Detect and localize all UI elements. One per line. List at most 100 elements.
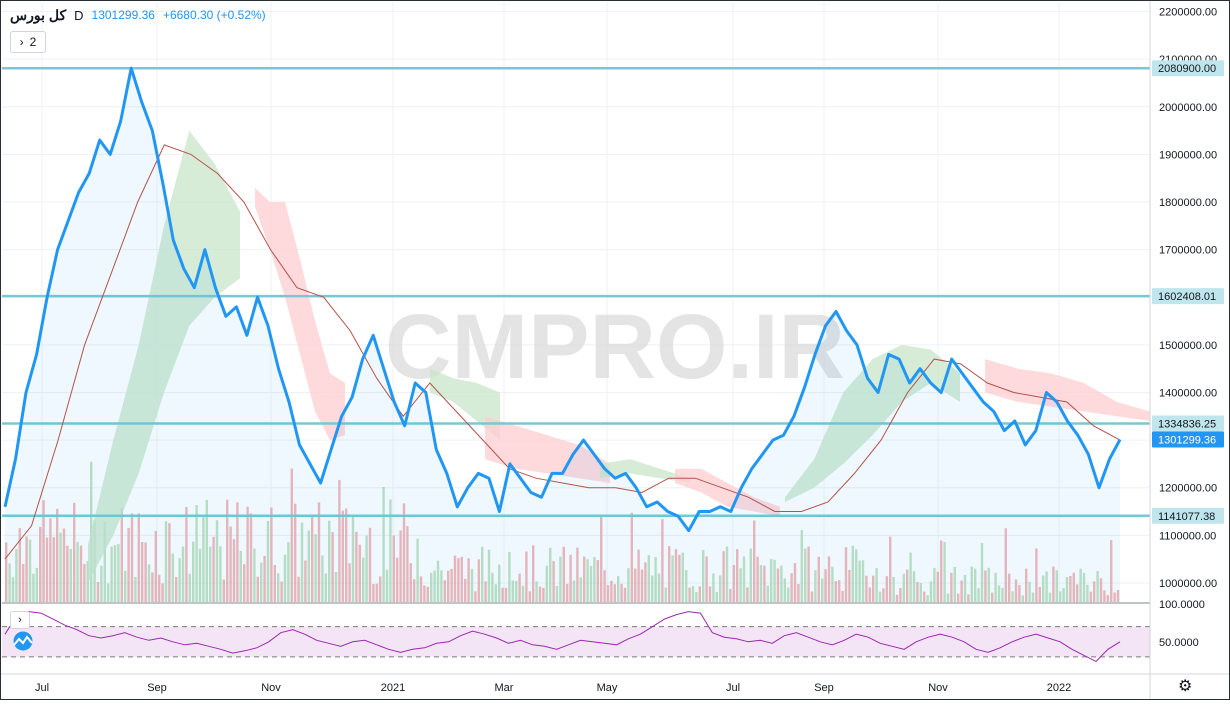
volume-bar <box>334 572 338 602</box>
level-badge-label: 1141077.38 <box>1158 511 1215 523</box>
volume-bar <box>834 581 837 602</box>
level-badge-label: 1334836.25 <box>1158 419 1216 431</box>
volume-bar <box>280 581 283 602</box>
volume-bar <box>205 499 208 602</box>
volume-bars <box>5 461 1120 602</box>
volume-bar <box>936 571 939 602</box>
volume-bar <box>783 578 786 602</box>
volume-bar <box>175 577 178 602</box>
volume-bar <box>746 587 749 602</box>
volume-bar <box>453 555 457 602</box>
volume-bar <box>725 546 729 602</box>
volume-bar <box>950 572 953 602</box>
volume-bar <box>606 585 610 602</box>
symbol-name[interactable]: کل بورس <box>10 6 67 23</box>
volume-bar <box>838 580 841 602</box>
volume-bar <box>1096 571 1099 602</box>
volume-bar <box>589 565 593 602</box>
volume-bar <box>324 573 327 602</box>
y-tick-label: 1100000.00 <box>1159 530 1216 542</box>
volume-bar <box>202 517 205 602</box>
volume-bar <box>926 595 929 602</box>
volume-bar <box>436 560 440 602</box>
time-axis-labels: Jul Sep Nov 2021 Mar May Jul Sep Nov 2022 <box>35 682 1071 694</box>
volume-bar <box>32 573 35 602</box>
interval-label[interactable]: D <box>74 7 84 23</box>
rsi-tick-label: 50.0000 <box>1159 637 1199 649</box>
volume-bar <box>569 554 572 602</box>
volume-bar <box>1082 573 1086 602</box>
volume-bar <box>957 593 960 602</box>
volume-bar <box>185 507 188 602</box>
volume-bar <box>566 583 569 602</box>
volume-bar <box>392 535 395 602</box>
volume-bar <box>39 526 42 602</box>
volume-bar <box>396 557 399 602</box>
volume-bar <box>348 563 351 602</box>
volume-bar <box>946 593 950 602</box>
volume-bar <box>756 556 759 602</box>
volume-bar <box>664 587 667 602</box>
volume-bar <box>882 588 885 602</box>
volume-bar <box>933 567 936 602</box>
chevron-right-icon: › <box>19 35 24 49</box>
volume-bar <box>970 566 973 602</box>
volume-bar <box>304 560 307 602</box>
volume-bar <box>657 573 661 602</box>
rsi-tick-label: 100.0000 <box>1159 599 1205 611</box>
volume-bar <box>409 563 412 602</box>
volume-bar <box>1113 592 1116 602</box>
indicators-collapse-button[interactable]: › 2 <box>10 31 46 53</box>
volume-bar <box>974 568 977 602</box>
volume-bar <box>1028 581 1031 602</box>
volume-bar <box>385 569 389 602</box>
volume-bar <box>249 513 253 602</box>
volume-bar <box>508 551 511 602</box>
x-tick-label: Mar <box>495 682 514 694</box>
volume-bar <box>586 559 589 602</box>
volume-bar <box>851 545 854 602</box>
tradingview-logo-icon[interactable] <box>9 631 37 651</box>
volume-bar <box>1055 570 1058 602</box>
volume-bar <box>980 543 984 602</box>
volume-bar <box>484 581 487 602</box>
last-price-badge-label: 1301299.36 <box>1158 434 1216 446</box>
volume-bar <box>515 580 518 602</box>
volume-bar <box>518 573 521 602</box>
volume-bar <box>236 502 239 602</box>
volume-bar <box>732 565 735 602</box>
volume-bar <box>52 537 55 602</box>
volume-bar <box>1008 573 1011 602</box>
volume-bar <box>1004 528 1007 602</box>
volume-bar <box>331 532 334 602</box>
volume-bar <box>1093 581 1096 602</box>
volume-bar <box>705 556 708 602</box>
volume-bar <box>821 578 824 602</box>
volume-bar <box>229 526 232 602</box>
volume-bar <box>943 542 946 602</box>
volume-bar <box>368 527 372 602</box>
volume-bar <box>8 563 11 602</box>
y-tick-label: 1900000.00 <box>1159 149 1217 161</box>
volume-bar <box>729 588 732 602</box>
volume-bar <box>28 539 32 602</box>
volume-bar <box>991 592 994 602</box>
volume-bar <box>86 561 89 602</box>
volume-bar <box>1031 592 1035 602</box>
settings-gear-icon[interactable]: ⚙ <box>1178 678 1193 695</box>
volume-bar <box>719 575 722 602</box>
y-tick-label: 1700000.00 <box>1159 245 1217 257</box>
volume-bar <box>1099 578 1103 602</box>
volume-bar <box>273 565 276 602</box>
volume-bar <box>651 575 654 602</box>
volume-bar <box>226 499 229 602</box>
volume-bar <box>419 576 423 602</box>
volume-bar <box>1116 590 1120 602</box>
volume-bar <box>739 568 742 602</box>
volume-bar <box>902 573 905 602</box>
rsi-expand-button[interactable]: › <box>10 611 30 629</box>
volume-bar <box>314 534 317 602</box>
volume-bar <box>895 594 899 602</box>
